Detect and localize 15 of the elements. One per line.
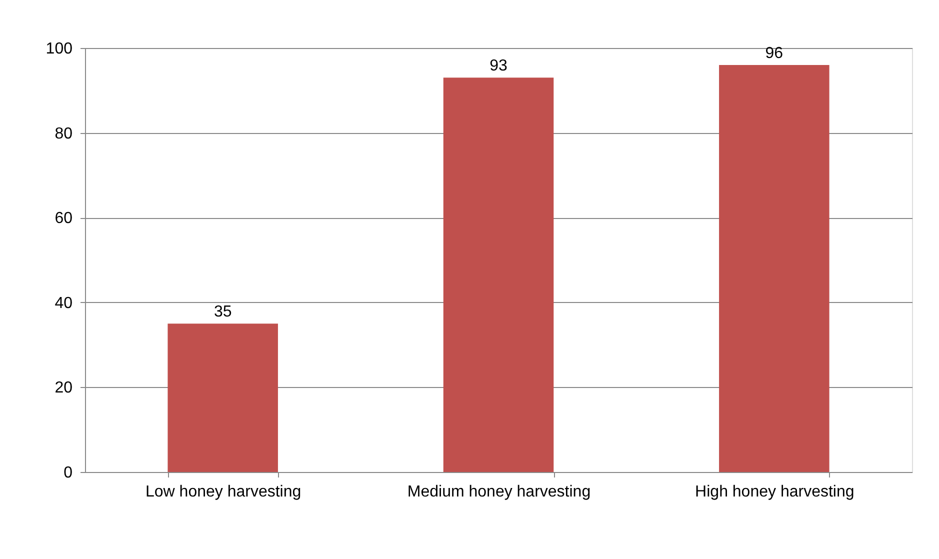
x-tick-label: High honey harvesting — [695, 484, 854, 500]
y-tick-label: 100 — [46, 40, 73, 58]
y-tick-label: 60 — [54, 210, 73, 228]
y-tick-label: 20 — [54, 380, 73, 397]
bar — [719, 64, 830, 472]
bar — [168, 324, 278, 472]
y-tick-label: 80 — [54, 125, 73, 142]
y-tick-label: 0 — [64, 464, 73, 482]
bar — [443, 78, 554, 472]
y-tick-label: 40 — [54, 294, 73, 312]
data-label: 35 — [214, 304, 232, 321]
data-label: 96 — [765, 44, 784, 62]
data-label: 93 — [490, 58, 508, 75]
x-tick-label: Low honey harvesting — [146, 484, 302, 500]
x-tick-label: Medium honey harvesting — [407, 484, 591, 500]
